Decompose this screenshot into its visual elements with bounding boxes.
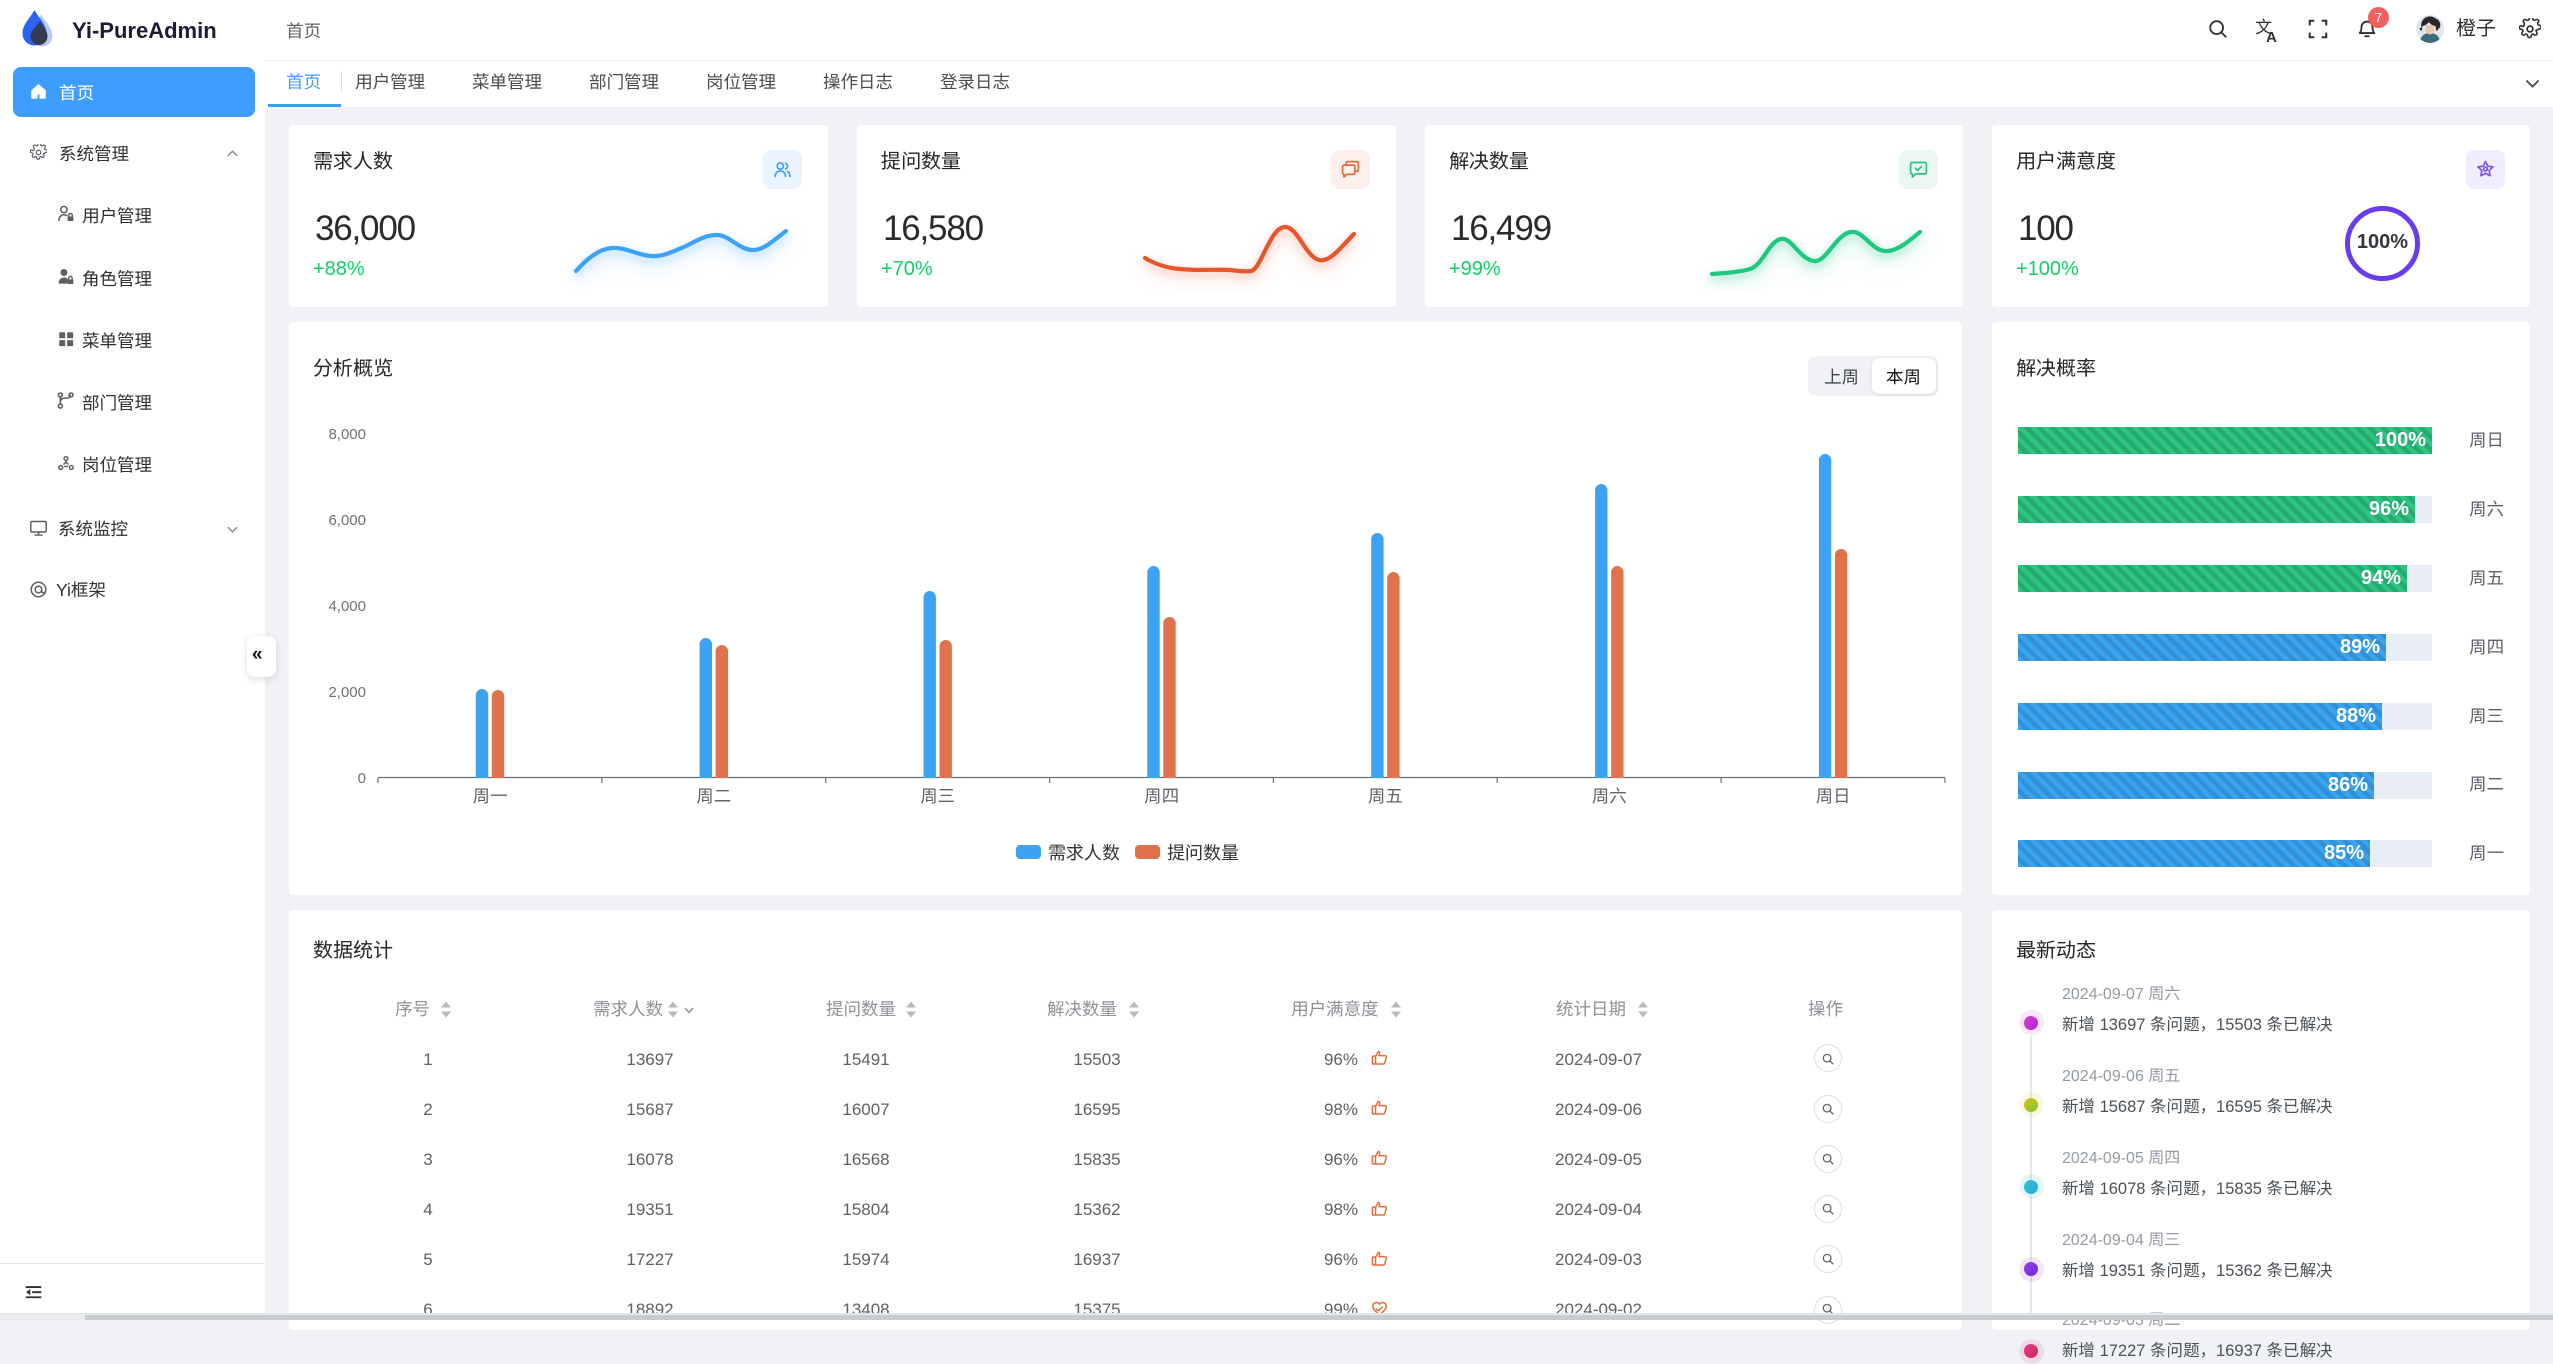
svg-text:4,000: 4,000 (328, 598, 366, 615)
svg-text:2,000: 2,000 (328, 684, 366, 701)
svg-text:提问数量: 提问数量 (1167, 843, 1239, 863)
svg-text:文: 文 (2255, 18, 2272, 37)
svg-text:周三: 周三 (920, 786, 955, 806)
svg-text:0: 0 (358, 770, 366, 787)
svg-text:A: A (2266, 29, 2277, 44)
svg-text:周二: 周二 (696, 786, 731, 806)
svg-text:需求人数: 需求人数 (1048, 843, 1120, 863)
svg-text:周六: 周六 (1592, 786, 1627, 806)
svg-text:6,000: 6,000 (328, 512, 366, 529)
svg-text:周日: 周日 (1816, 786, 1851, 806)
svg-text:周四: 周四 (1144, 786, 1179, 806)
svg-text:8,000: 8,000 (328, 426, 366, 443)
svg-text:周一: 周一 (473, 786, 508, 806)
svg-text:周五: 周五 (1368, 786, 1403, 806)
